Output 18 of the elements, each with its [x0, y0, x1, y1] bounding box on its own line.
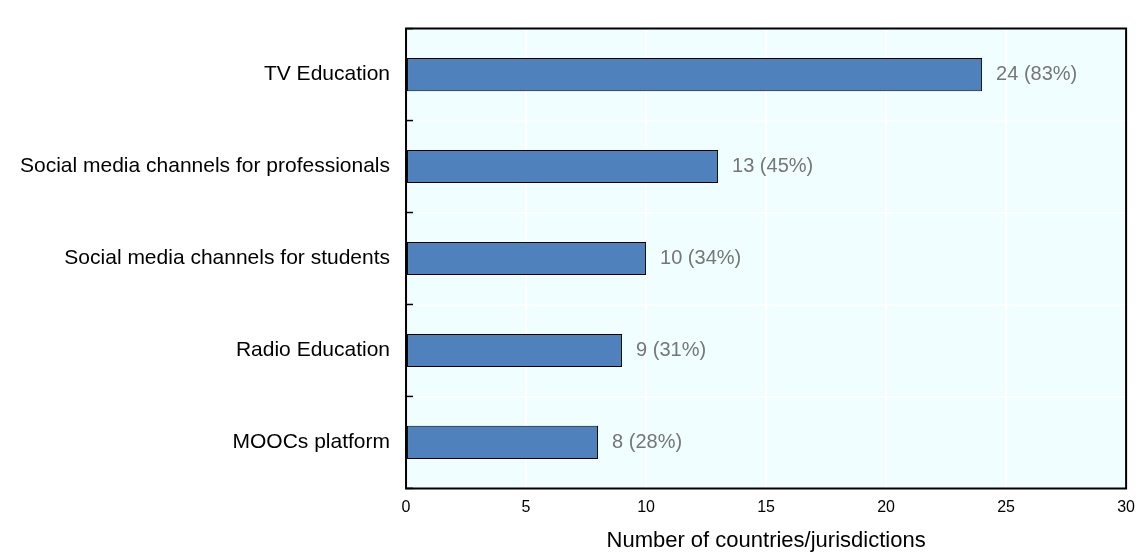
x-tick-label: 0	[401, 498, 411, 516]
data-label: 24 (83%)	[996, 62, 1078, 85]
x-axis-title: Number of countries/jurisdictions	[606, 526, 926, 552]
y-tick-label: MOOCs platform	[232, 429, 391, 453]
y-tick-label: TV Education	[263, 61, 391, 85]
x-tick-label: 20	[877, 498, 896, 516]
x-tick-label: 30	[1117, 498, 1136, 516]
x-tick-label: 5	[521, 498, 531, 516]
data-label: 8 (28%)	[612, 429, 683, 452]
x-tick-label: 15	[757, 498, 776, 516]
y-tick-label: Social media channels for professionals	[19, 153, 391, 177]
data-label: 10 (34%)	[660, 246, 742, 269]
x-tick-label: 10	[637, 498, 656, 516]
y-tick-label: Radio Education	[235, 337, 391, 361]
data-label: 9 (31%)	[636, 337, 707, 360]
x-tick-label: 25	[997, 498, 1016, 516]
y-tick-label: Social media channels for students	[64, 245, 391, 269]
data-label: 13 (45%)	[732, 154, 814, 177]
